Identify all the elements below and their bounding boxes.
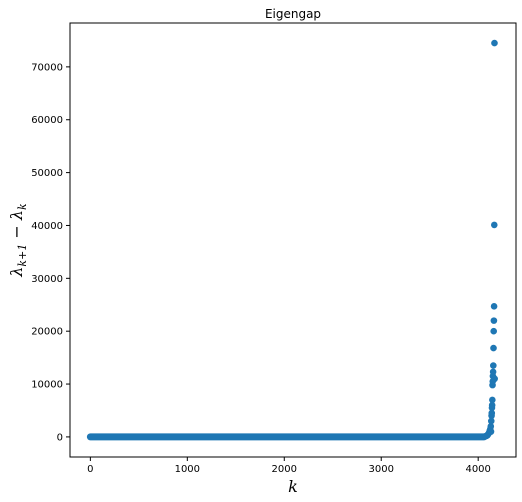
plot-area — [70, 23, 516, 457]
x-axis: 0 1000 2000 3000 4000 — [87, 457, 491, 475]
data-point — [487, 428, 495, 435]
data-point — [487, 423, 495, 430]
data-point — [488, 409, 496, 417]
chart-title: Eigengap — [265, 7, 321, 21]
y-tick-label: 10000 — [31, 380, 63, 391]
x-tick-label: 0 — [87, 464, 93, 475]
x-axis-label: k — [288, 477, 298, 496]
y-axis-label-minus: − λ — [7, 210, 26, 244]
x-tick-label: 2000 — [272, 464, 297, 475]
y-tick-label: 40000 — [31, 221, 63, 232]
x-tick-label: 4000 — [465, 464, 490, 475]
y-tick-label: 30000 — [31, 274, 63, 285]
data-point — [491, 39, 498, 47]
data-point — [489, 368, 497, 376]
y-tick-label: 60000 — [31, 115, 63, 126]
x-tick-label: 1000 — [175, 464, 200, 475]
y-tick-label: 20000 — [31, 327, 63, 338]
data-point — [488, 401, 496, 409]
y-axis-label: λk+1 − λk — [7, 203, 29, 278]
y-tick-label: 50000 — [31, 168, 63, 179]
data-point — [490, 317, 498, 324]
scatter-points — [86, 39, 498, 441]
data-point — [490, 344, 497, 352]
data-point — [490, 221, 498, 229]
y-tick-label: 0 — [57, 432, 63, 443]
y-axis-label-sub-k: k — [16, 203, 29, 210]
data-point — [490, 362, 497, 369]
y-axis-label-sub-k1: k+1 — [16, 244, 29, 267]
x-tick-label: 3000 — [369, 464, 394, 475]
data-point — [490, 327, 498, 335]
data-point — [490, 303, 498, 310]
data-point — [489, 396, 496, 404]
y-axis: 0 10000 20000 30000 40000 50000 60000 70000 — [31, 62, 70, 443]
plot-frame — [69, 22, 517, 458]
data-point — [487, 417, 495, 425]
y-tick-label: 70000 — [31, 62, 63, 73]
y-axis-label-lambda: λ — [7, 267, 26, 278]
data-point — [491, 375, 498, 383]
